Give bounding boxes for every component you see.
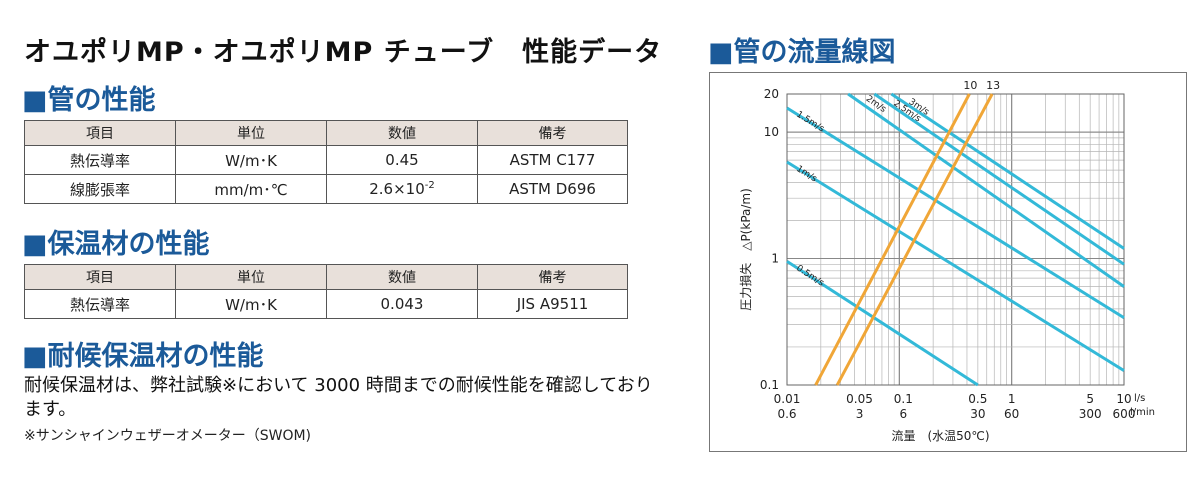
column-header-unit: 単位 bbox=[175, 120, 327, 146]
velocity-label: 1m/s bbox=[794, 164, 818, 184]
velocity-line bbox=[786, 260, 979, 387]
page-title: オユポリMP・オユポリMP チューブ 性能データ bbox=[24, 37, 663, 68]
y-tick-label: 20 bbox=[764, 87, 779, 101]
cell-unit: W/m･K bbox=[175, 145, 327, 175]
pipe-size-line bbox=[814, 93, 971, 386]
cell-unit: mm/m･℃ bbox=[175, 174, 327, 204]
column-header-note: 備考 bbox=[477, 264, 628, 290]
x-tick-label-ls: 0.05 bbox=[846, 392, 873, 406]
velocity-line bbox=[786, 106, 1125, 320]
chart-series bbox=[786, 92, 1125, 387]
insulation-performance-table: 項目 単位 数値 備考 熱伝導率 W/m･K 0.043 JIS A9511 bbox=[24, 264, 628, 319]
x-tick-label-ls: 0.5 bbox=[968, 392, 987, 406]
velocity-label: 1.5m/s bbox=[794, 110, 826, 135]
x-unit-lmin: l/min bbox=[1130, 407, 1155, 418]
x-tick-label-ls: 0.01 bbox=[774, 392, 801, 406]
y-tick-label: 0.1 bbox=[760, 378, 779, 392]
cell-value: 2.6×10-2 bbox=[326, 174, 478, 204]
footnote: ※サンシャインウェザーオメーター（SWOM) bbox=[24, 428, 312, 444]
cell-note: ASTM D696 bbox=[477, 174, 628, 204]
insulation-performance-heading: ■保温材の性能 bbox=[22, 229, 210, 260]
x-tick-label-ls: 1 bbox=[1008, 392, 1016, 406]
table-header-row: 項目 単位 数値 備考 bbox=[24, 264, 628, 290]
plot-frame bbox=[786, 93, 1125, 386]
x-tick-label-ls: 5 bbox=[1086, 392, 1094, 406]
velocity-line bbox=[786, 160, 1125, 372]
cell-value: 0.45 bbox=[326, 145, 478, 175]
cell-item: 熱伝導率 bbox=[24, 145, 176, 175]
x-tick-label-lmin: 3 bbox=[856, 407, 864, 421]
flow-chart: 0.5m/s1m/s1.5m/s2m/s 2.5m/s3m/s10 13201010… bbox=[738, 79, 1155, 443]
cell-unit: W/m･K bbox=[175, 289, 327, 319]
y-tick-label: 10 bbox=[764, 125, 779, 139]
x-tick-label-lmin: 60 bbox=[1004, 407, 1019, 421]
x-tick-label-ls: 0.1 bbox=[894, 392, 913, 406]
value-mantissa: 2.6×10 bbox=[369, 180, 425, 198]
x-tick-label-lmin: 6 bbox=[900, 407, 908, 421]
x-tick-label-lmin: 0.6 bbox=[777, 407, 796, 421]
x-tick-label-lmin: 300 bbox=[1079, 407, 1102, 421]
x-tick-label-lmin: 30 bbox=[970, 407, 985, 421]
table-row: 熱伝導率 W/m･K 0.043 JIS A9511 bbox=[24, 289, 628, 319]
pipe-size-label: 10 bbox=[963, 79, 977, 92]
column-header-value: 数値 bbox=[326, 264, 478, 290]
flow-chart-panel: 0.5m/s 1m/s 1.5m/s 2m/s 2.5m/s 3m/s 10 13 20 10 1 0… bbox=[709, 72, 1187, 452]
column-header-item: 項目 bbox=[24, 120, 176, 146]
cell-item: 熱伝導率 bbox=[24, 289, 176, 319]
x-tick-label-ls: 10 bbox=[1116, 392, 1131, 406]
pipe-size-line bbox=[835, 93, 994, 386]
cell-note: ASTM C177 bbox=[477, 145, 628, 175]
weather-insulation-description: 耐候保温材は、弊社試験※において 3000 時間までの耐候性能を確認しております… bbox=[24, 375, 653, 420]
chart-title: ■管の流量線図 bbox=[708, 37, 896, 68]
chart-grid bbox=[786, 93, 1125, 386]
table-header-row: 項目 単位 数値 備考 bbox=[24, 120, 628, 146]
cell-item: 線膨張率 bbox=[24, 174, 176, 204]
velocity-line bbox=[873, 92, 1125, 266]
x-unit-ls: l/s bbox=[1134, 393, 1145, 404]
x-axis-title: 流量 (水温50℃) bbox=[891, 429, 989, 443]
table-row: 熱伝導率 W/m･K 0.45 ASTM C177 bbox=[24, 145, 628, 175]
column-header-value: 数値 bbox=[326, 120, 478, 146]
weather-insulation-heading: ■耐候保温材の性能 bbox=[22, 341, 264, 372]
cell-value: 0.043 bbox=[326, 289, 478, 319]
y-axis-title: 圧力損失 △P(kPa/m) bbox=[738, 188, 753, 311]
column-header-unit: 単位 bbox=[175, 264, 327, 290]
pipe-size-label: 13 bbox=[986, 79, 1000, 92]
velocity-line bbox=[847, 92, 1125, 288]
column-header-item: 項目 bbox=[24, 264, 176, 290]
pipe-performance-heading: ■管の性能 bbox=[22, 85, 156, 116]
x-tick-label-lmin: 600 bbox=[1113, 407, 1136, 421]
cell-note: JIS A9511 bbox=[477, 289, 628, 319]
pipe-performance-table: 項目 単位 数値 備考 熱伝導率 W/m･K 0.45 ASTM C177 線膨… bbox=[24, 120, 628, 204]
y-tick-label: 1 bbox=[771, 252, 779, 266]
table-row: 線膨張率 mm/m･℃ 2.6×10-2 ASTM D696 bbox=[24, 174, 628, 204]
value-exponent: -2 bbox=[424, 180, 435, 191]
column-header-note: 備考 bbox=[477, 120, 628, 146]
velocity-line bbox=[890, 92, 1125, 250]
